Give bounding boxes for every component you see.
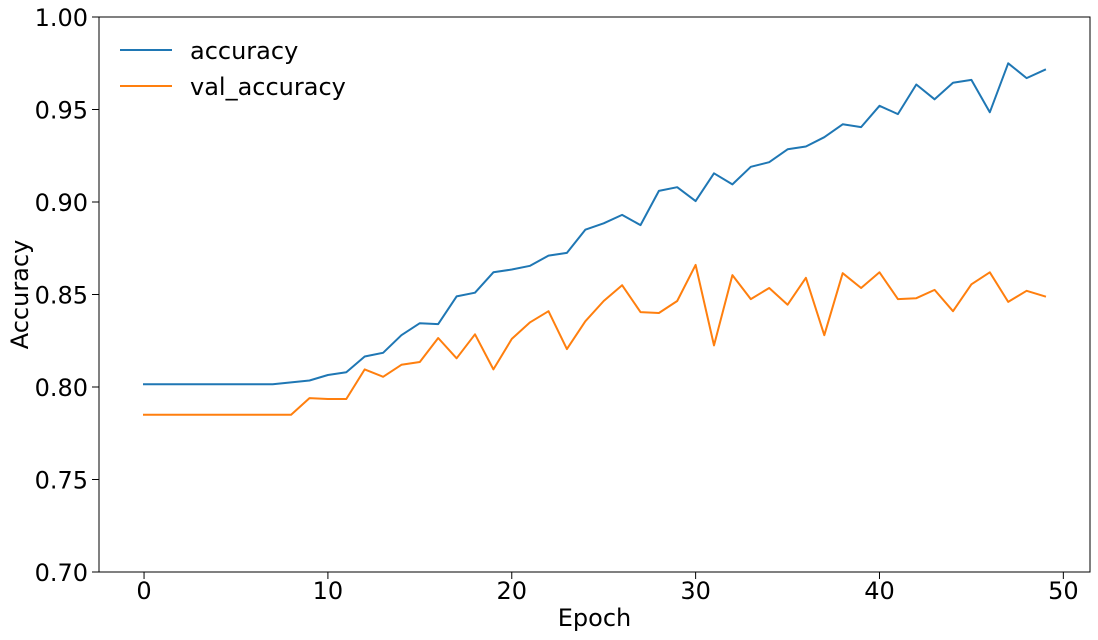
plot-lines — [143, 62, 1047, 416]
x-tick-label: 10 — [313, 577, 344, 605]
y-axis-label: Accuracy — [6, 240, 34, 350]
y-tick-label: 0.85 — [35, 282, 88, 310]
y-tick-label: 0.75 — [35, 467, 88, 495]
legend-label-val-accuracy: val_accuracy — [190, 73, 346, 101]
series-line-accuracy — [143, 62, 1047, 386]
y-tick-label: 0.90 — [35, 189, 88, 217]
x-tick-label: 20 — [496, 577, 527, 605]
y-axis: 0.70 0.75 0.80 0.85 0.90 0.95 1.00 — [35, 4, 99, 587]
x-tick-label: 0 — [136, 577, 151, 605]
legend-label-accuracy: accuracy — [190, 37, 298, 65]
y-tick-label: 0.80 — [35, 374, 88, 402]
x-tick-label: 30 — [680, 577, 711, 605]
x-tick-label: 50 — [1048, 577, 1079, 605]
y-tick-label: 0.70 — [35, 559, 88, 587]
legend: accuracy val_accuracy — [120, 37, 346, 101]
x-axis-label: Epoch — [558, 604, 632, 632]
x-axis: 0 10 20 30 40 50 — [136, 572, 1079, 605]
x-tick-label: 40 — [864, 577, 895, 605]
series-line-val-accuracy — [143, 263, 1047, 416]
y-tick-label: 0.95 — [35, 97, 88, 125]
y-tick-label: 1.00 — [35, 4, 88, 32]
